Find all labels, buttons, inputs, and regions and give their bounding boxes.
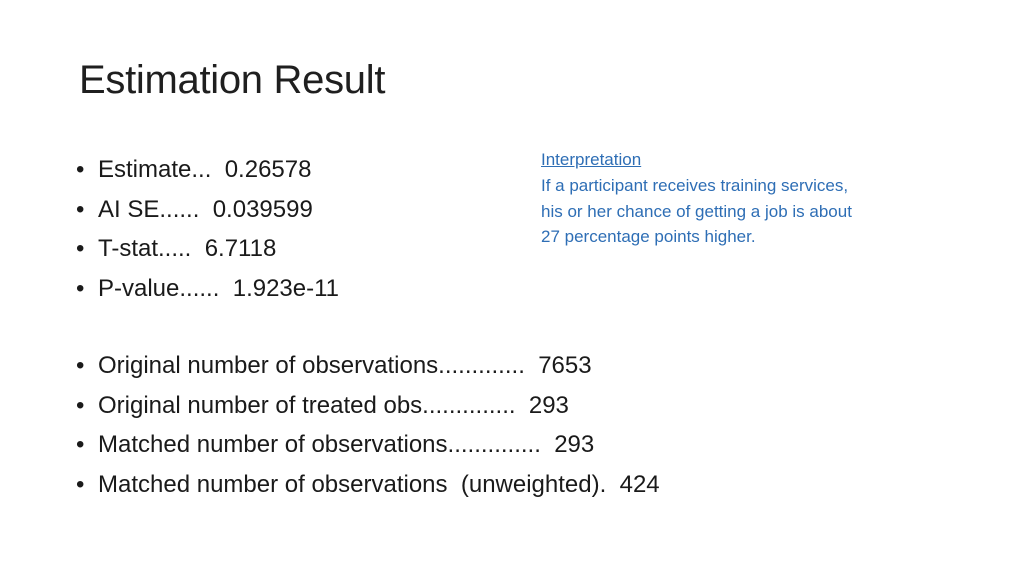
interpretation-line: his or her chance of getting a job is ab…	[541, 201, 852, 221]
bullet-icon: •	[76, 274, 85, 302]
obs-matched-unweighted-text: Matched number of observations (unweight…	[98, 470, 660, 498]
interpretation-heading: Interpretation	[541, 150, 642, 169]
obs-matched-unweighted: • Matched number of observations (unweigh…	[76, 465, 660, 505]
interpretation-note: Interpretation If a participant receives…	[541, 147, 852, 250]
stat-p-value-text: P-value...... 1.923e-11	[98, 274, 340, 302]
stat-estimate: • Estimate... 0.26578	[76, 150, 339, 190]
obs-matched-count-text: Matched number of observations..........…	[98, 431, 595, 458]
stat-p-value: • P-value...... 1.923e-11	[76, 269, 339, 309]
bullet-icon: •	[76, 470, 85, 498]
interpretation-line: 27 percentage points higher.	[541, 227, 756, 247]
interpretation-line: If a participant receives training servi…	[541, 175, 849, 195]
stat-ai-se-text: AI SE...... 0.039599	[98, 195, 313, 223]
stat-ai-se: • AI SE...... 0.039599	[76, 190, 339, 230]
bullet-icon: •	[76, 156, 85, 183]
obs-original-treated-text: Original number of treated obs..........…	[98, 391, 569, 419]
bullet-icon: •	[76, 195, 85, 223]
observations-list: • Original number of observations........…	[76, 346, 660, 504]
slide-title: Estimation Result	[79, 58, 386, 102]
bullet-icon: •	[76, 431, 85, 458]
bullet-icon: •	[76, 391, 85, 419]
stat-t-stat-text: T-stat..... 6.7118	[98, 235, 277, 262]
obs-original-count: • Original number of observations........…	[76, 346, 660, 386]
obs-matched-count: • Matched number of observations.........…	[76, 425, 660, 465]
obs-original-count-text: Original number of observations.........…	[98, 352, 592, 379]
stat-t-stat: • T-stat..... 6.7118	[76, 229, 339, 269]
estimation-stats-list: • Estimate... 0.26578 • AI SE...... 0.0395…	[76, 150, 339, 308]
bullet-icon: •	[76, 352, 85, 379]
bullet-icon: •	[76, 235, 85, 262]
obs-original-treated: • Original number of treated obs.........…	[76, 386, 660, 426]
stat-estimate-text: Estimate... 0.26578	[98, 156, 312, 183]
